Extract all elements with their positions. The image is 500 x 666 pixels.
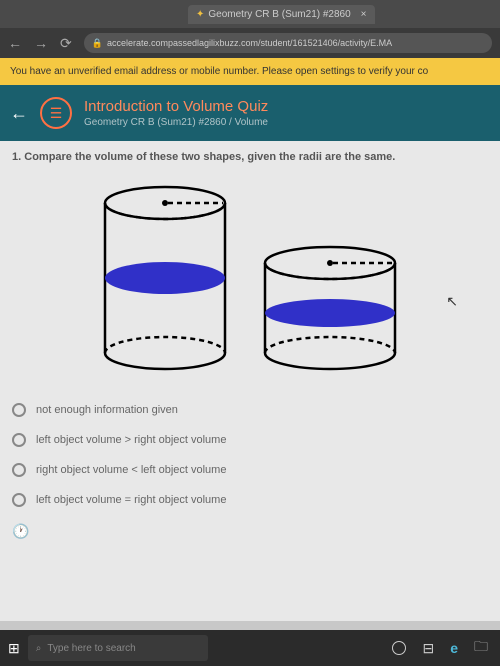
radio-icon[interactable] [12, 433, 26, 447]
url-bar[interactable]: 🔒 accelerate.compassedlagilixbuzz.com/st… [84, 33, 492, 53]
search-icon: ⌕ [36, 643, 42, 654]
edge-icon[interactable]: e [450, 640, 458, 656]
option-3[interactable]: left object volume = right object volume [12, 493, 488, 507]
cylinder-left [95, 183, 235, 373]
quiz-back-button[interactable]: ← [10, 103, 28, 124]
quiz-header-text: Introduction to Volume Quiz Geometry CR … [84, 98, 268, 128]
lock-icon: 🔒 [92, 38, 103, 49]
list-icon: ☰ [50, 105, 63, 122]
cylinder-right [255, 243, 405, 373]
explorer-icon[interactable]: 🗀 [474, 636, 488, 660]
url-text: accelerate.compassedlagilixbuzz.com/stud… [107, 38, 392, 48]
quiz-content: 1. Compare the volume of these two shape… [0, 141, 500, 621]
question-prompt: Compare the volume of these two shapes, … [24, 151, 395, 163]
search-placeholder: Type here to search [47, 643, 135, 654]
question-number: 1. [12, 151, 21, 163]
option-0[interactable]: not enough information given [12, 403, 488, 417]
nav-reload-button[interactable]: ⟳ [60, 35, 72, 52]
radio-icon[interactable] [12, 463, 26, 477]
browser-tab[interactable]: ✦ Geometry CR B (Sum21) #2860 × [188, 5, 375, 24]
warning-banner: You have an unverified email address or … [0, 58, 500, 85]
quiz-breadcrumb: Geometry CR B (Sum21) #2860 / Volume [84, 117, 268, 128]
option-1[interactable]: left object volume > right object volume [12, 433, 488, 447]
cursor-icon: ↖ [446, 293, 458, 310]
cortana-icon[interactable] [392, 641, 406, 655]
taskbar-search[interactable]: ⌕ Type here to search [28, 635, 208, 661]
shapes-diagram: ↖ [12, 183, 488, 373]
start-button[interactable]: ⊞ [8, 640, 20, 657]
quiz-title: Introduction to Volume Quiz [84, 98, 268, 115]
browser-tab-bar: ✦ Geometry CR B (Sum21) #2860 × [0, 0, 500, 28]
answer-options: not enough information given left object… [12, 403, 488, 540]
nav-forward-button[interactable]: → [34, 35, 48, 51]
radio-icon[interactable] [12, 493, 26, 507]
clock-icon[interactable]: 🕐 [12, 523, 488, 540]
tab-favicon-icon: ✦ [196, 9, 204, 20]
warning-text: You have an unverified email address or … [10, 66, 428, 77]
quiz-icon: ☰ [40, 97, 72, 129]
task-view-icon[interactable]: ⊟ [422, 640, 434, 657]
quiz-header: ← ☰ Introduction to Volume Quiz Geometry… [0, 85, 500, 141]
option-label: right object volume < left object volume [36, 464, 226, 476]
browser-nav-bar: ← → ⟳ 🔒 accelerate.compassedlagilixbuzz.… [0, 28, 500, 58]
option-label: left object volume = right object volume [36, 494, 226, 506]
option-label: not enough information given [36, 404, 178, 416]
question-text: 1. Compare the volume of these two shape… [12, 151, 488, 163]
nav-back-button[interactable]: ← [8, 35, 22, 51]
option-2[interactable]: right object volume < left object volume [12, 463, 488, 477]
radio-icon[interactable] [12, 403, 26, 417]
tab-title: Geometry CR B (Sum21) #2860 [208, 9, 350, 20]
tab-close-icon[interactable]: × [361, 9, 367, 20]
option-label: left object volume > right object volume [36, 434, 226, 446]
windows-taskbar: ⊞ ⌕ Type here to search ⊟ e 🗀 [0, 630, 500, 666]
